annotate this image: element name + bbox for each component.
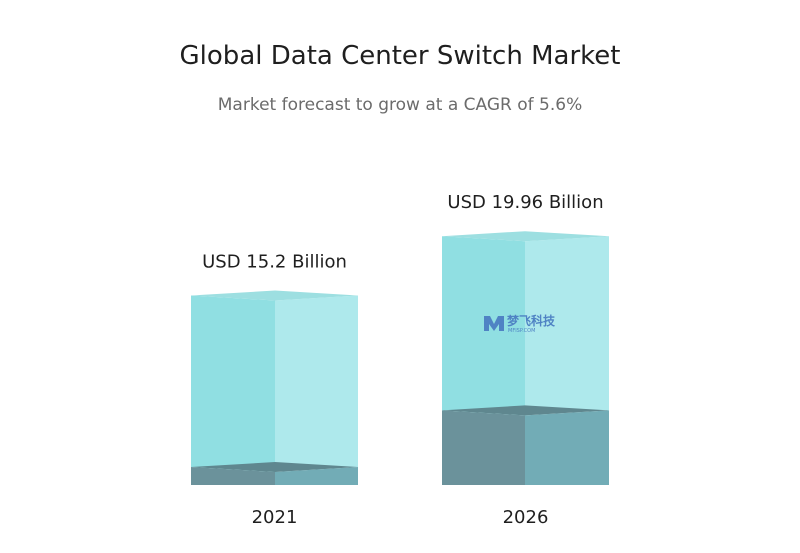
chart-subtitle: Market forecast to grow at a CAGR of 5.6…	[218, 95, 582, 115]
bar-side-face	[525, 236, 609, 416]
category-label: 2026	[503, 507, 549, 528]
category-label: 2021	[252, 507, 298, 528]
bar-value-label: USD 19.96 Billion	[447, 192, 603, 213]
watermark-logo-icon	[484, 316, 504, 331]
bar-front-face	[442, 236, 525, 416]
bar-top-face	[191, 290, 358, 301]
bar-base-front	[191, 467, 275, 485]
bar-value-label: USD 15.2 Billion	[202, 252, 347, 273]
bars-group: USD 15.2 Billion 2021 USD 19.96 Billion 202…	[191, 192, 609, 528]
chart-title: Global Data Center Switch Market	[180, 41, 621, 71]
bar-base-top	[442, 405, 609, 416]
watermark-label: 梦飞科技	[507, 313, 556, 328]
bar-top-face	[442, 231, 609, 242]
bar-base-side	[275, 467, 358, 485]
bar-base-side	[525, 410, 609, 485]
bar-side-face	[275, 295, 358, 472]
watermark: 梦飞科技 MFISP.COM	[484, 313, 556, 334]
watermark-sublabel: MFISP.COM	[508, 328, 535, 334]
bar-base-top	[191, 462, 358, 472]
bar-front-face	[191, 295, 275, 472]
bar-base-front	[442, 410, 525, 485]
